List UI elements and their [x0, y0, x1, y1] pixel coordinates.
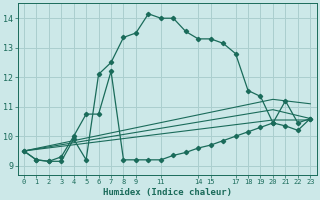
X-axis label: Humidex (Indice chaleur): Humidex (Indice chaleur)	[103, 188, 232, 197]
